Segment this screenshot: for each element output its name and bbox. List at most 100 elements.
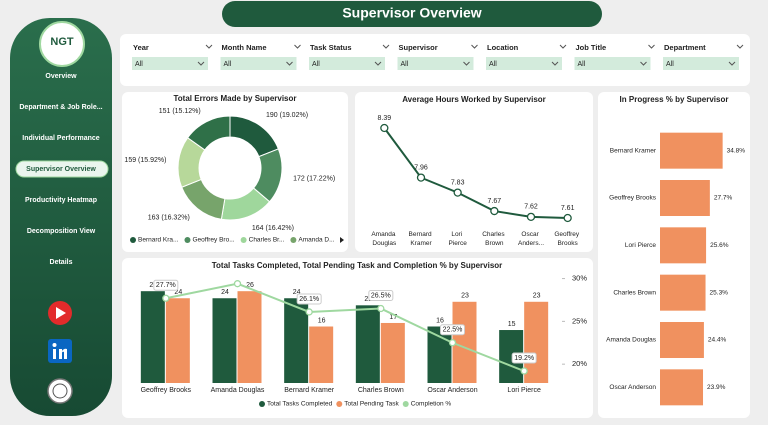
legend-swatch — [290, 237, 297, 243]
label-box — [368, 290, 394, 302]
x-tick-label: Charles Brown — [482, 231, 506, 247]
bar — [660, 227, 707, 264]
x-tick-label: Bernard Kramer — [409, 231, 434, 247]
filter-value: All — [489, 61, 497, 68]
nav-item[interactable]: Individual Performance — [22, 135, 100, 142]
header-bar — [222, 1, 602, 27]
y2-tick-label: 20% — [572, 359, 587, 368]
legend-swatch — [240, 237, 247, 243]
data-label: 22 — [364, 296, 372, 303]
filter-label: Task Status — [310, 43, 352, 52]
legend-swatch — [130, 237, 136, 243]
y-tick-label: Charles Brown — [613, 289, 656, 296]
point — [490, 206, 499, 216]
data-label: 7.67 — [488, 198, 502, 205]
data-label: 16 — [436, 317, 444, 324]
point — [416, 173, 426, 182]
linkedin-icon[interactable] — [48, 339, 72, 363]
filter-dropdown[interactable] — [220, 57, 297, 70]
chart-title: Total Errors Made by Supervisor — [174, 94, 297, 103]
y-tick-label: Amanda Douglas — [606, 337, 657, 344]
nav-item[interactable]: Department & Job Role... — [19, 104, 102, 111]
chart-title: Average Hours Worked by Supervisor — [402, 95, 546, 104]
logo — [39, 21, 85, 67]
bar — [380, 322, 405, 383]
y-tick-label: Bernard Kramer — [610, 147, 657, 154]
data-label: 7.83 — [451, 179, 465, 186]
x-tick-label: Amanda Douglas — [371, 231, 397, 247]
filter-chevron — [382, 44, 390, 49]
x-tick-label: Oscar Anders... — [518, 231, 544, 247]
donut-slice — [187, 115, 231, 151]
nav-item[interactable]: Details — [50, 259, 73, 266]
filter-chevron — [374, 61, 382, 66]
line — [383, 127, 568, 219]
logo-text: NGT — [50, 36, 74, 48]
x-tick-label: Oscar Anderson — [427, 387, 477, 394]
filter-chevron — [728, 61, 736, 66]
data-label: 26.5% — [371, 292, 391, 299]
bar — [524, 301, 549, 383]
bar — [140, 291, 165, 383]
chart-title: In Progress % by Supervisor — [620, 95, 729, 104]
data-label: 7.96 — [414, 164, 428, 171]
legend-swatch — [336, 401, 343, 407]
filter-dropdown[interactable] — [574, 57, 651, 70]
legend-swatch — [402, 401, 409, 407]
label-box — [440, 324, 465, 336]
filter-chevron — [736, 44, 744, 49]
filter-dropdown[interactable] — [397, 57, 474, 70]
x-tick-label: Geoffrey Brooks — [554, 231, 581, 247]
point — [448, 339, 457, 347]
nav-item[interactable]: Productivity Heatmap — [25, 197, 97, 204]
bar — [165, 298, 190, 383]
data-label: 19.2% — [514, 355, 534, 362]
filter-chevron — [294, 44, 301, 49]
youtube-icon[interactable] — [48, 301, 72, 325]
legend-arrow[interactable] — [340, 237, 344, 243]
data-label: 26.1% — [299, 296, 319, 303]
nav-item[interactable]: Overview — [45, 73, 77, 80]
filter-label: Department — [664, 43, 706, 52]
filter-value: All — [135, 61, 143, 68]
legend-label: Charles Br... — [249, 237, 285, 244]
filter-chevron — [551, 61, 559, 66]
data-label: 24 — [221, 289, 229, 296]
data-label: 25.3% — [710, 289, 729, 296]
nav-item[interactable]: Decomposition View — [27, 228, 96, 235]
bar — [660, 132, 723, 169]
filter-dropdown[interactable] — [486, 57, 562, 70]
point — [377, 304, 385, 313]
filter-dropdown[interactable] — [309, 57, 385, 70]
filter-chevron — [205, 44, 213, 49]
legend-label: Total Tasks Completed — [267, 401, 333, 408]
data-label: 24 — [174, 289, 182, 296]
label-box — [153, 279, 179, 291]
legend-label: Amanda D... — [298, 237, 334, 244]
data-label: 163 (16.32%) — [148, 215, 190, 222]
sidebar — [10, 18, 112, 416]
data-label: 25.6% — [710, 242, 729, 249]
data-label: 17 — [389, 314, 397, 321]
filter-dropdown[interactable] — [132, 57, 208, 70]
y-tick-label: Oscar Anderson — [609, 384, 656, 391]
data-label: 27.7% — [714, 195, 733, 202]
y-tick-label: Geoffrey Brooks — [609, 195, 657, 202]
nav-item[interactable]: Supervisor Overview — [26, 166, 96, 173]
label-box — [511, 352, 537, 364]
data-label: 8.39 — [378, 115, 392, 122]
filter-chevron — [648, 44, 655, 49]
legend-swatch — [259, 401, 265, 407]
bar — [660, 180, 710, 216]
badge-icon[interactable] — [47, 378, 73, 404]
data-label: 24.4% — [708, 337, 727, 344]
filter-value: All — [312, 61, 320, 68]
y2-tick-label: 25% — [572, 316, 587, 325]
data-label: 22.5% — [443, 327, 463, 334]
filter-dropdown[interactable] — [663, 57, 739, 70]
data-label: 23 — [461, 293, 469, 300]
x-tick-label: Lori Pierce — [448, 231, 467, 247]
bar — [284, 298, 309, 383]
point — [526, 212, 536, 221]
point — [233, 280, 242, 288]
